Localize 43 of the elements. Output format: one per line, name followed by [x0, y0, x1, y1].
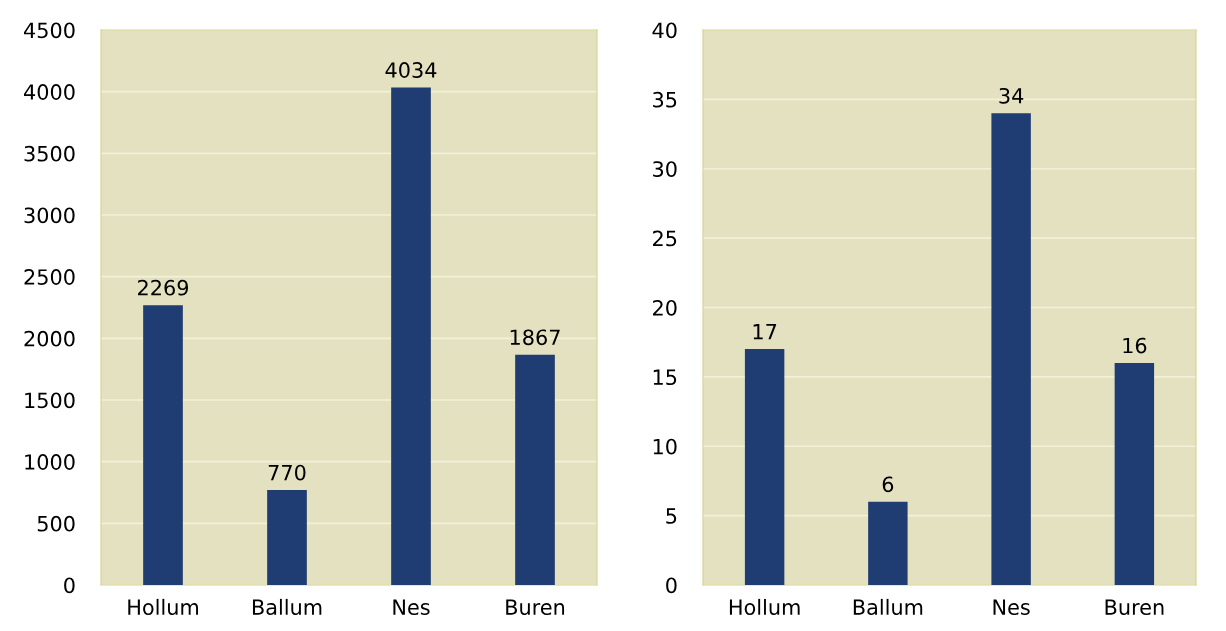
- data-label: 16: [1123, 337, 1147, 354]
- bar: [1114, 363, 1155, 585]
- y-tick-label: 15: [653, 369, 677, 386]
- y-tick-label: 500: [37, 515, 75, 532]
- x-tick-label: Buren: [1105, 599, 1164, 616]
- x-tick-label: Buren: [506, 599, 565, 616]
- bar: [991, 113, 1031, 585]
- y-tick-label: 0: [64, 577, 75, 594]
- y-tick-label: 10: [653, 438, 677, 455]
- y-tick-label: 20: [653, 299, 677, 316]
- data-label: 4034: [385, 62, 437, 78]
- x-tick-label: Hollum: [729, 598, 800, 616]
- bar: [515, 354, 555, 585]
- y-tick-label: 4500: [24, 22, 75, 39]
- x-tick-label: Hollum: [128, 598, 198, 616]
- y-tick-label: 1500: [25, 392, 75, 409]
- x-tick-label: Nes: [993, 599, 1030, 616]
- y-tick-label: 3000: [24, 207, 75, 224]
- data-label: 17: [753, 324, 777, 340]
- y-tick-label: 3500: [24, 145, 75, 162]
- bar: [391, 87, 431, 585]
- x-tick-label: Nes: [393, 599, 430, 616]
- x-tick-label: Ballum: [252, 598, 322, 616]
- y-tick-label: 2500: [24, 269, 75, 285]
- data-label: 2269: [138, 279, 189, 296]
- y-tick-label: 4000: [24, 84, 75, 100]
- x-tick-label: Ballum: [853, 598, 923, 616]
- data-label: 770: [268, 464, 306, 481]
- data-label: 34: [999, 87, 1024, 104]
- y-tick-label: 25: [653, 230, 677, 247]
- y-tick-label: 5: [666, 508, 677, 524]
- data-label: 1867: [510, 329, 560, 346]
- bar: [267, 490, 307, 585]
- y-tick-label: 40: [652, 22, 677, 39]
- y-tick-label: 30: [653, 161, 677, 177]
- y-tick-label: 0: [666, 577, 677, 594]
- bar: [143, 305, 183, 585]
- bar: [868, 501, 908, 585]
- y-tick-label: 2000: [24, 330, 75, 347]
- y-tick-label: 35: [653, 91, 677, 108]
- y-tick-label: 1000: [25, 454, 75, 470]
- data-label: 6: [882, 476, 894, 493]
- bar: [744, 349, 785, 585]
